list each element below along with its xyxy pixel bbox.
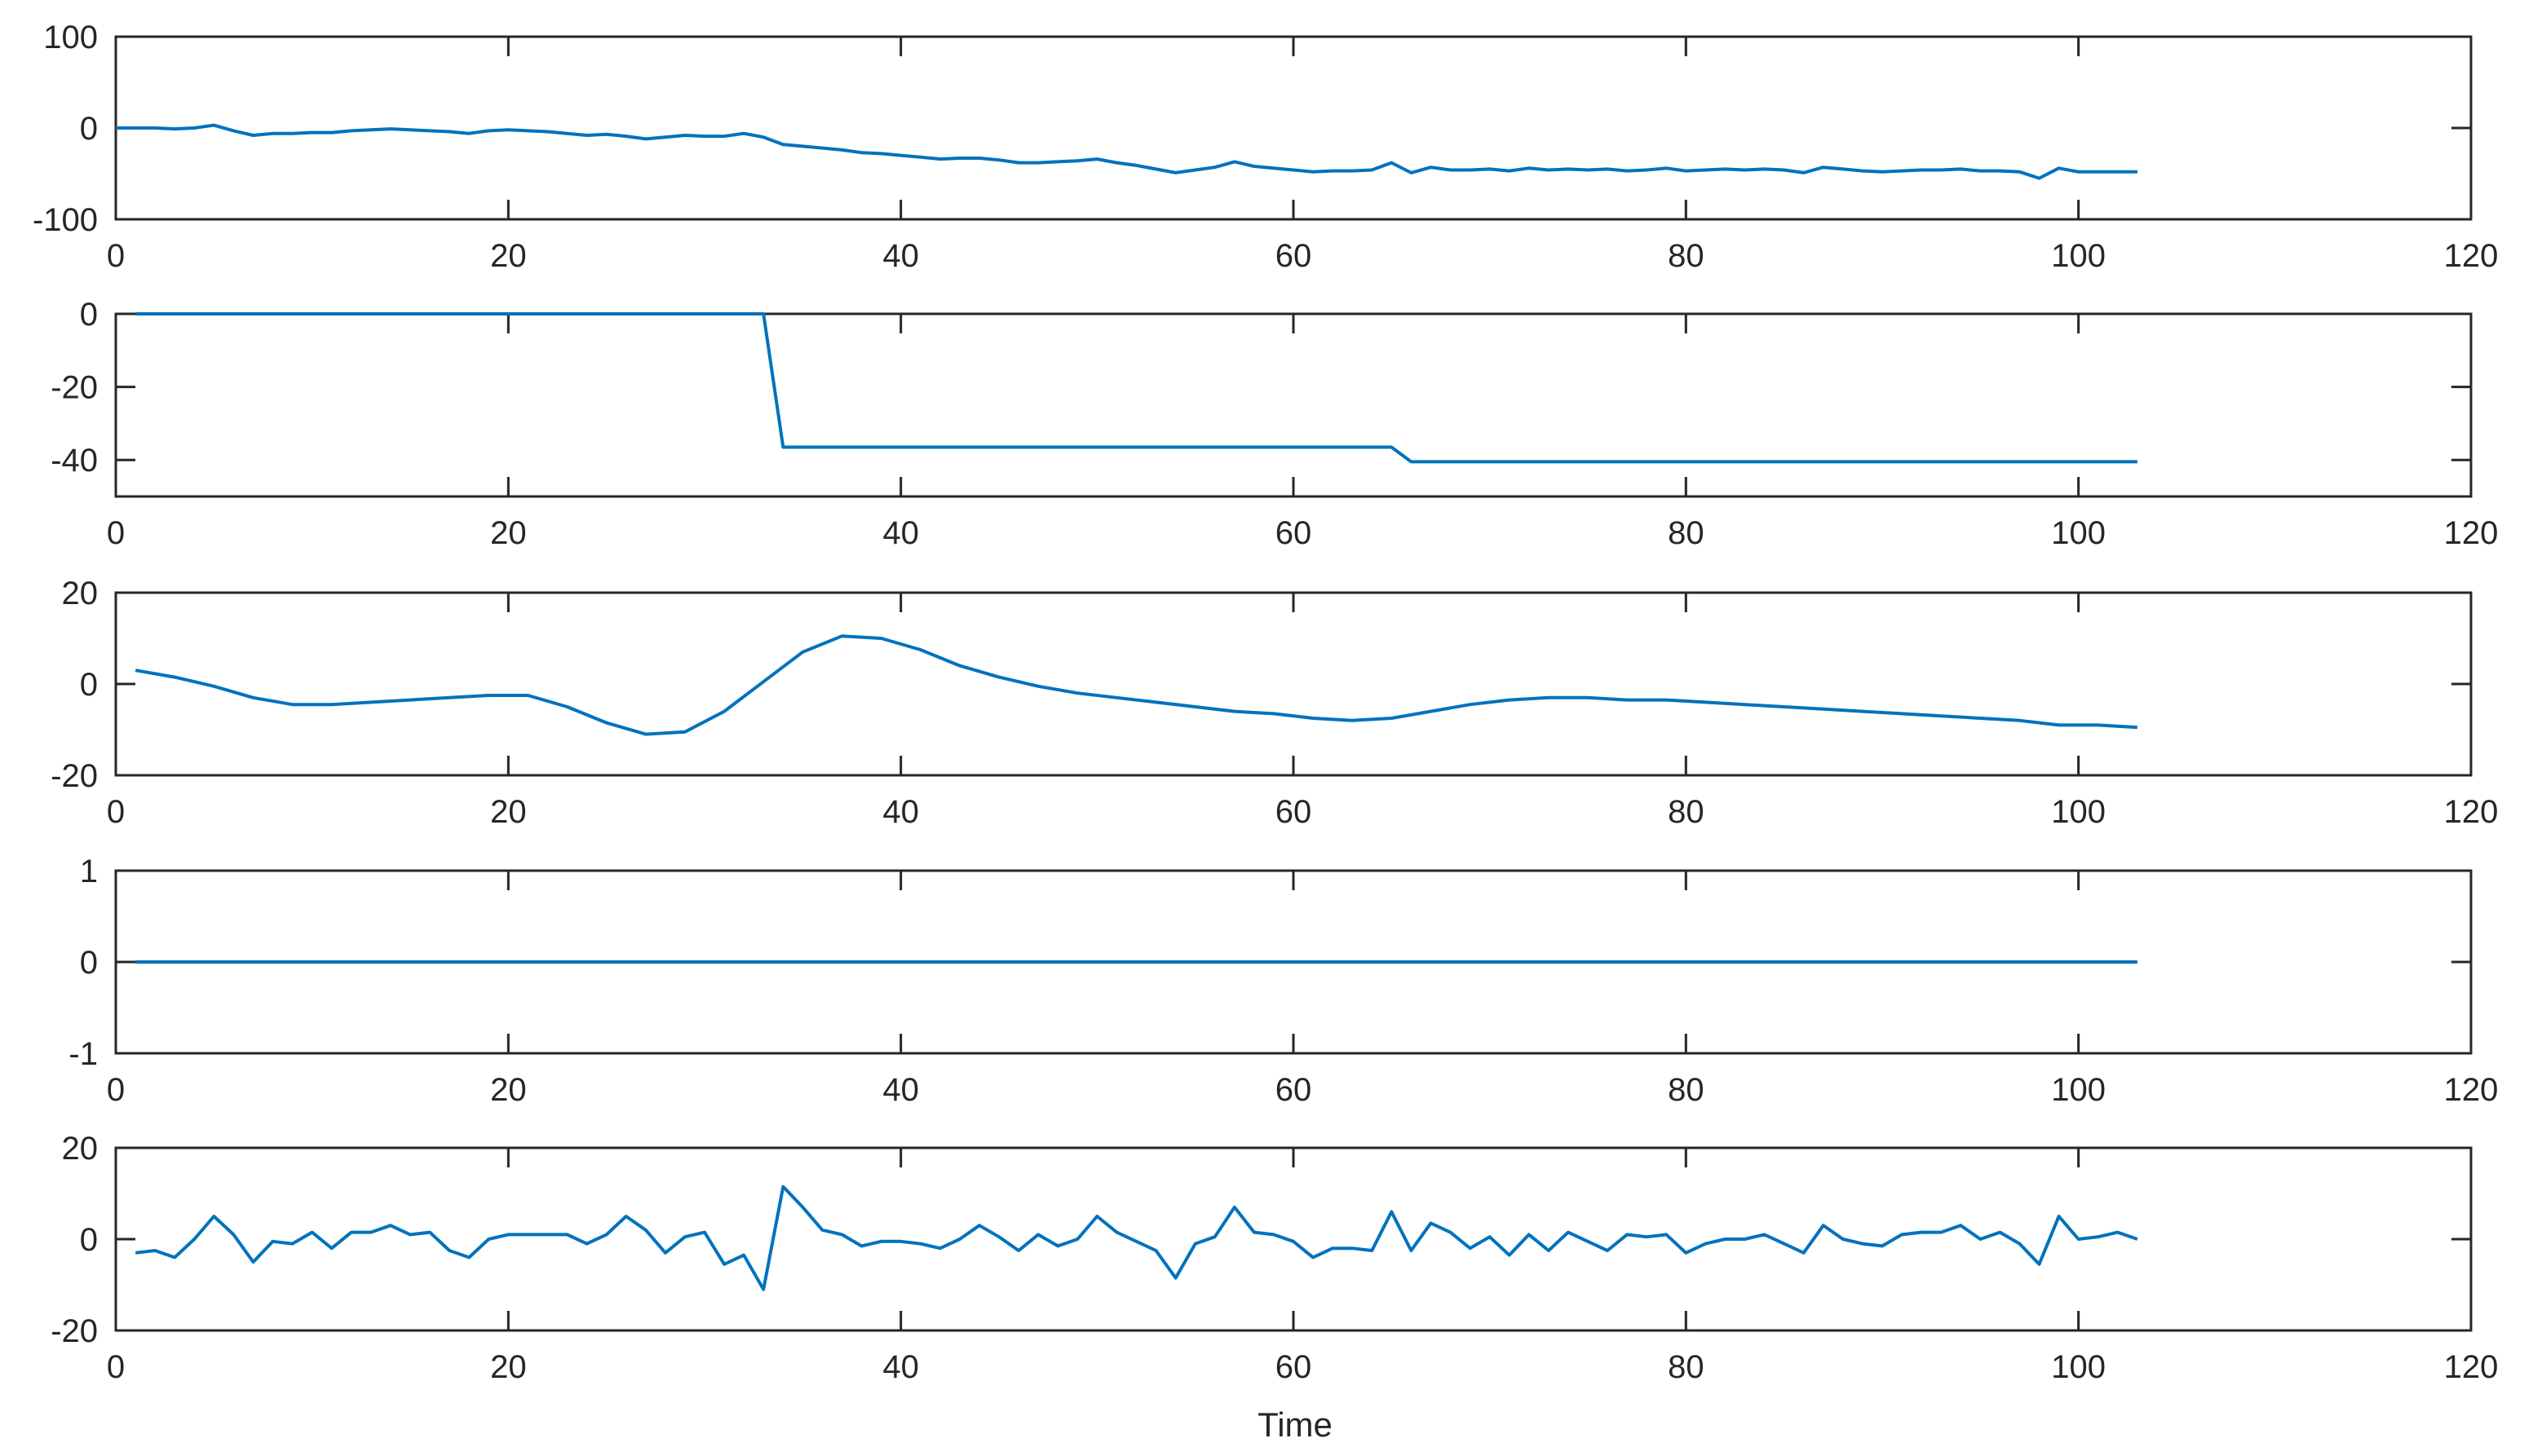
x-tick-label: 120 xyxy=(2444,1072,2499,1108)
series-line xyxy=(116,123,2137,180)
y-tick-label: -20 xyxy=(51,370,98,406)
x-tick-label: 80 xyxy=(1668,794,1704,830)
y-tick-label: 0 xyxy=(80,111,98,147)
x-tick-label: 0 xyxy=(107,1072,125,1108)
y-tick-label: 1 xyxy=(80,854,98,889)
y-tick-label: 0 xyxy=(80,945,98,981)
x-tick-label: 60 xyxy=(1275,238,1312,274)
x-tick-label: 80 xyxy=(1668,1072,1704,1108)
y-tick-label: 0 xyxy=(80,1222,98,1258)
x-tick-label: 0 xyxy=(107,515,125,551)
axes-frame xyxy=(114,591,2473,777)
y-tick-label: 20 xyxy=(62,576,99,611)
subplot-2: 0 20 40 60 80 100 120 0 -20 -40 xyxy=(51,297,2498,551)
y-tick-label: 100 xyxy=(43,20,98,55)
y-tick-label: -100 xyxy=(33,202,98,238)
series-line xyxy=(135,312,2137,464)
x-tick-label: 20 xyxy=(490,1349,527,1385)
x-tick-label: 60 xyxy=(1275,794,1312,830)
y-tick-label: 0 xyxy=(80,667,98,703)
x-tick-label: 80 xyxy=(1668,515,1704,551)
x-tick-label: 60 xyxy=(1275,1349,1312,1385)
axes-frame xyxy=(114,1146,2473,1332)
x-tick-label: 20 xyxy=(490,794,527,830)
x-axis-label: Time xyxy=(1258,1405,1333,1444)
x-tick-label: 20 xyxy=(490,238,527,274)
y-tick-label: 0 xyxy=(80,297,98,333)
x-tick-label: 100 xyxy=(2051,1072,2106,1108)
x-tick-label: 120 xyxy=(2444,515,2499,551)
x-tick-label: 120 xyxy=(2444,1349,2499,1385)
x-tick-label: 40 xyxy=(882,794,919,830)
y-tick-label: -20 xyxy=(51,1313,98,1349)
x-tick-label: 0 xyxy=(107,238,125,274)
x-tick-label: 40 xyxy=(882,515,919,551)
x-tick-label: 0 xyxy=(107,1349,125,1385)
x-tick-label: 100 xyxy=(2051,515,2106,551)
x-tick-label: 20 xyxy=(490,515,527,551)
axes-frame xyxy=(114,312,2473,498)
x-tick-label: 100 xyxy=(2051,238,2106,274)
x-tick-label: 40 xyxy=(882,1349,919,1385)
series-line xyxy=(135,1185,2138,1291)
y-tick-label: -20 xyxy=(51,758,98,794)
y-tick-label: -40 xyxy=(51,443,98,479)
x-tick-label: 0 xyxy=(107,794,125,830)
x-tick-label: 120 xyxy=(2444,238,2499,274)
y-tick-label: 20 xyxy=(62,1131,99,1167)
y-tick-label: -1 xyxy=(69,1036,98,1072)
x-tick-label: 120 xyxy=(2444,794,2499,830)
x-tick-label: 80 xyxy=(1668,238,1704,274)
series-line xyxy=(135,634,2138,736)
x-tick-label: 40 xyxy=(882,1072,919,1108)
axes-frame xyxy=(114,35,2473,221)
x-tick-label: 80 xyxy=(1668,1349,1704,1385)
x-tick-label: 40 xyxy=(882,238,919,274)
x-tick-label: 60 xyxy=(1275,1072,1312,1108)
x-tick-label: 20 xyxy=(490,1072,527,1108)
x-tick-label: 100 xyxy=(2051,1349,2106,1385)
x-tick-label: 60 xyxy=(1275,515,1312,551)
x-tick-label: 100 xyxy=(2051,794,2106,830)
